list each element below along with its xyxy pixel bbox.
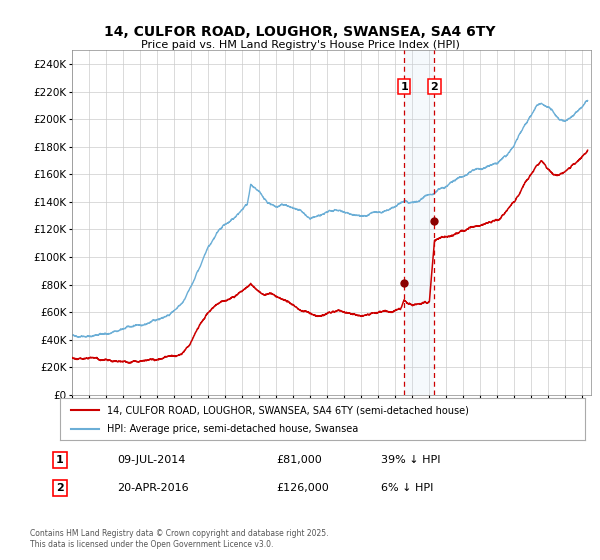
Text: 2: 2 bbox=[56, 483, 64, 493]
Text: 1: 1 bbox=[400, 82, 408, 92]
Text: 2: 2 bbox=[431, 82, 439, 92]
Text: 39% ↓ HPI: 39% ↓ HPI bbox=[381, 455, 440, 465]
Text: £126,000: £126,000 bbox=[276, 483, 329, 493]
Bar bbox=[404, 50, 434, 395]
Text: 14, CULFOR ROAD, LOUGHOR, SWANSEA, SA4 6TY (semi-detached house): 14, CULFOR ROAD, LOUGHOR, SWANSEA, SA4 6… bbox=[107, 405, 469, 415]
Text: £81,000: £81,000 bbox=[276, 455, 322, 465]
Text: Price paid vs. HM Land Registry's House Price Index (HPI): Price paid vs. HM Land Registry's House … bbox=[140, 40, 460, 50]
Text: 6% ↓ HPI: 6% ↓ HPI bbox=[381, 483, 433, 493]
Text: 1: 1 bbox=[56, 455, 64, 465]
Text: 14, CULFOR ROAD, LOUGHOR, SWANSEA, SA4 6TY: 14, CULFOR ROAD, LOUGHOR, SWANSEA, SA4 6… bbox=[104, 25, 496, 39]
Text: 09-JUL-2014: 09-JUL-2014 bbox=[117, 455, 185, 465]
Text: Contains HM Land Registry data © Crown copyright and database right 2025.
This d: Contains HM Land Registry data © Crown c… bbox=[30, 529, 329, 549]
Text: 20-APR-2016: 20-APR-2016 bbox=[117, 483, 188, 493]
Text: HPI: Average price, semi-detached house, Swansea: HPI: Average price, semi-detached house,… bbox=[107, 424, 359, 434]
